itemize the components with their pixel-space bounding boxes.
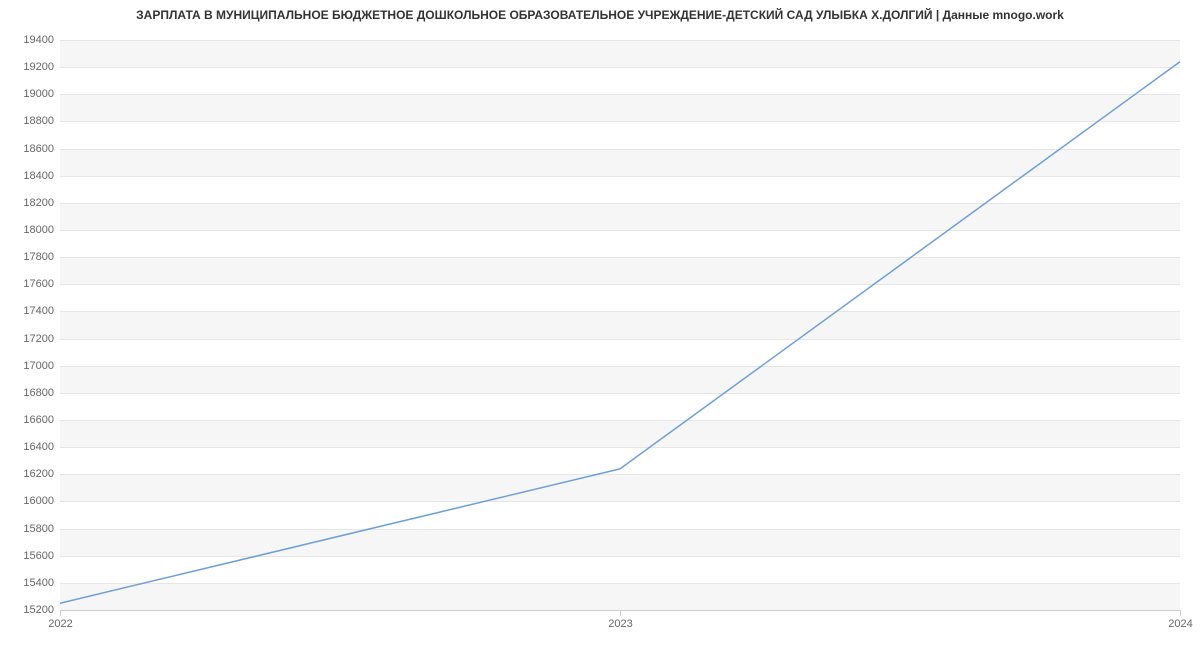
- plot-area: 1520015400156001580016000162001640016600…: [60, 40, 1180, 610]
- salary-chart: ЗАРПЛАТА В МУНИЦИПАЛЬНОЕ БЮДЖЕТНОЕ ДОШКО…: [0, 0, 1200, 650]
- y-tick-label: 15400: [23, 577, 60, 589]
- x-tick: 2022: [60, 610, 61, 616]
- y-tick-label: 19400: [23, 34, 60, 46]
- y-tick-label: 16600: [23, 414, 60, 426]
- y-tick-label: 18000: [23, 224, 60, 236]
- x-tick-label: 2024: [1168, 618, 1192, 630]
- y-tick-label: 19200: [23, 61, 60, 73]
- y-tick-label: 18600: [23, 143, 60, 155]
- y-tick-label: 15600: [23, 550, 60, 562]
- x-tick-label: 2022: [48, 618, 72, 630]
- series-line: [60, 62, 1180, 604]
- y-tick-label: 18800: [23, 115, 60, 127]
- y-tick-label: 18400: [23, 170, 60, 182]
- x-tick-label: 2023: [608, 618, 632, 630]
- line-series: [60, 40, 1180, 610]
- y-tick-label: 16400: [23, 441, 60, 453]
- y-tick-label: 16000: [23, 495, 60, 507]
- y-tick-label: 17000: [23, 360, 60, 372]
- y-tick-label: 19000: [23, 88, 60, 100]
- y-tick-label: 16800: [23, 387, 60, 399]
- y-tick-label: 17200: [23, 333, 60, 345]
- y-tick-label: 18200: [23, 197, 60, 209]
- y-tick-label: 15200: [23, 604, 60, 616]
- y-tick-label: 17600: [23, 278, 60, 290]
- y-tick-label: 17800: [23, 251, 60, 263]
- y-tick-label: 15800: [23, 523, 60, 535]
- x-tick: 2024: [1180, 610, 1181, 616]
- y-tick-label: 16200: [23, 468, 60, 480]
- x-tick: 2023: [620, 610, 621, 616]
- y-tick-label: 17400: [23, 305, 60, 317]
- chart-title: ЗАРПЛАТА В МУНИЦИПАЛЬНОЕ БЮДЖЕТНОЕ ДОШКО…: [0, 8, 1200, 22]
